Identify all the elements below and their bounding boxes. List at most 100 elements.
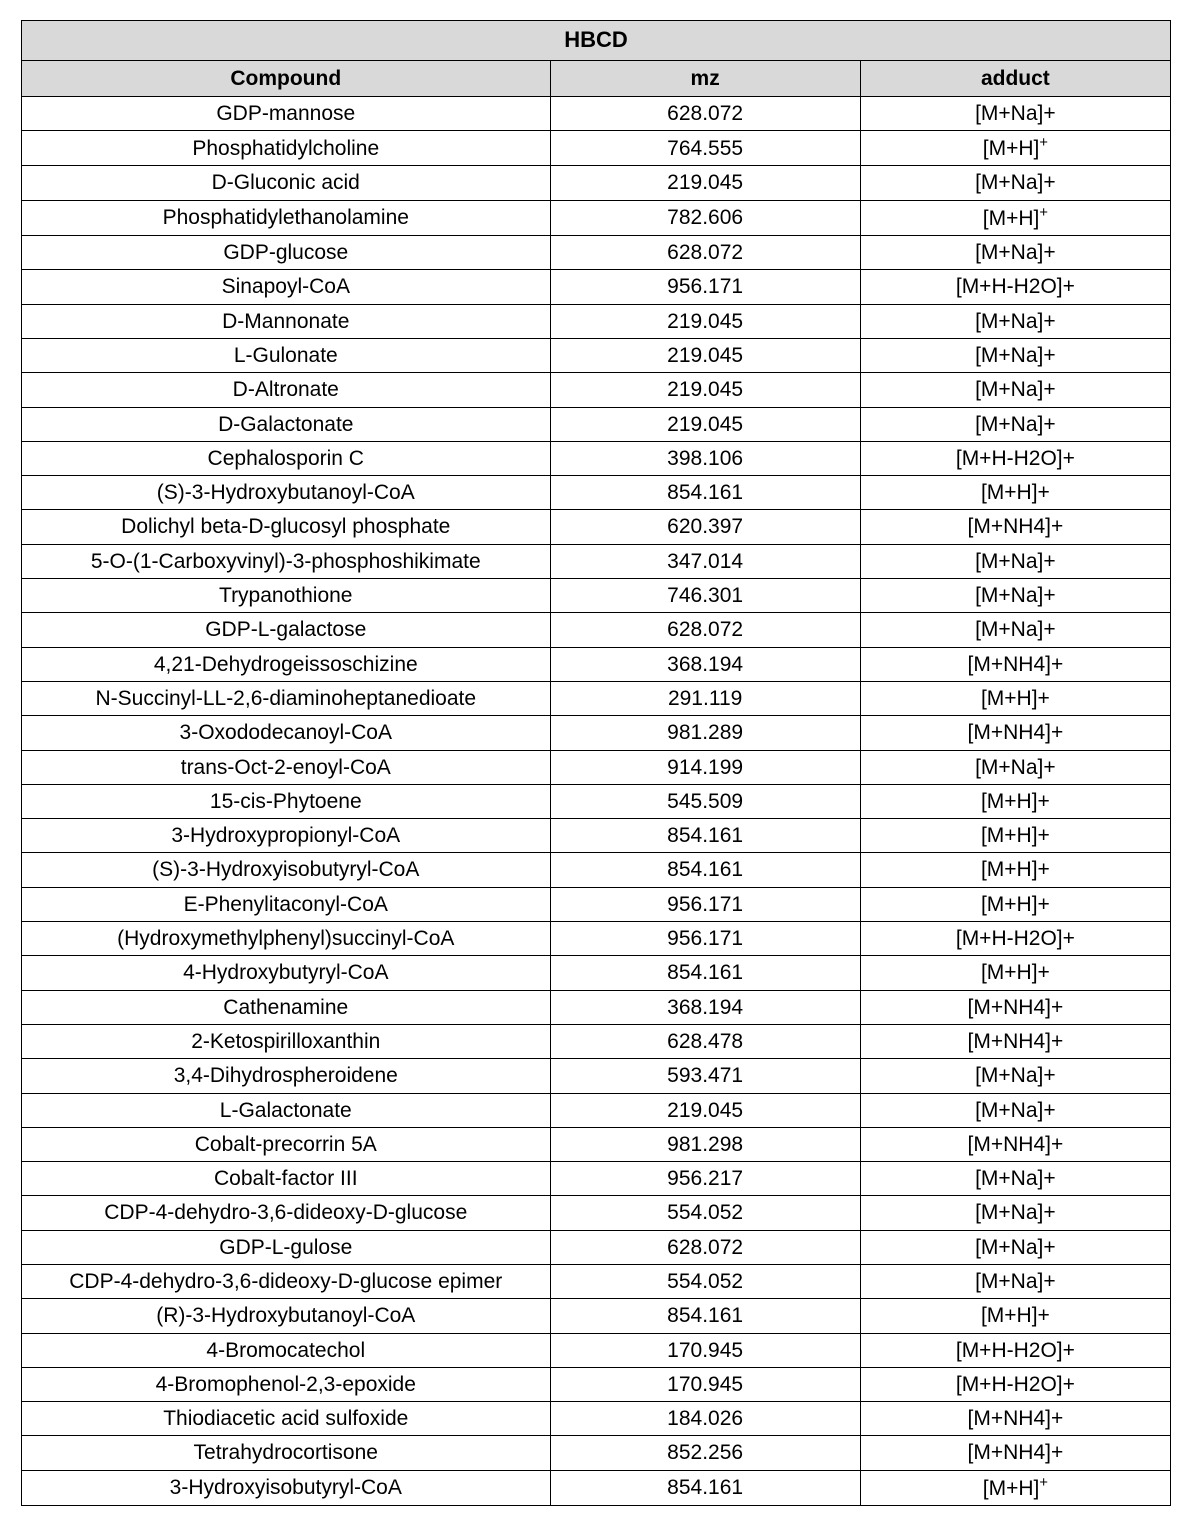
cell-mz: 746.301 <box>550 579 860 613</box>
table-row: Cobalt-factor III956.217[M+Na]+ <box>22 1162 1171 1196</box>
table-row: Sinapoyl-CoA956.171[M+H-H2O]+ <box>22 270 1171 304</box>
cell-mz: 914.199 <box>550 750 860 784</box>
cell-mz: 620.397 <box>550 510 860 544</box>
cell-compound: (S)-3-Hydroxyisobutyryl-CoA <box>22 853 551 887</box>
table-row: 3-Hydroxypropionyl-CoA854.161[M+H]+ <box>22 819 1171 853</box>
cell-compound: CDP-4-dehydro-3,6-dideoxy-D-glucose epim… <box>22 1264 551 1298</box>
table-row: D-Gluconic acid219.045[M+Na]+ <box>22 166 1171 200</box>
cell-adduct: [M+NH4]+ <box>860 990 1170 1024</box>
cell-adduct: [M+H]+ <box>860 1470 1170 1505</box>
cell-compound: D-Mannonate <box>22 304 551 338</box>
cell-mz: 628.072 <box>550 613 860 647</box>
cell-compound: 2-Ketospirilloxanthin <box>22 1024 551 1058</box>
cell-compound: 3-Hydroxypropionyl-CoA <box>22 819 551 853</box>
cell-adduct: [M+Na]+ <box>860 1230 1170 1264</box>
cell-adduct: [M+H-H2O]+ <box>860 1333 1170 1367</box>
cell-mz: 764.555 <box>550 131 860 166</box>
cell-mz: 628.072 <box>550 1230 860 1264</box>
cell-adduct: [M+H]+ <box>860 819 1170 853</box>
cell-compound: D-Galactonate <box>22 407 551 441</box>
cell-compound: Trypanothione <box>22 579 551 613</box>
cell-mz: 628.072 <box>550 236 860 270</box>
cell-mz: 628.478 <box>550 1024 860 1058</box>
cell-compound: Cephalosporin C <box>22 441 551 475</box>
cell-compound: (R)-3-Hydroxybutanoyl-CoA <box>22 1299 551 1333</box>
table-row: Dolichyl beta-D-glucosyl phosphate620.39… <box>22 510 1171 544</box>
table-row: 3-Oxododecanoyl-CoA981.289[M+NH4]+ <box>22 716 1171 750</box>
cell-adduct: [M+NH4]+ <box>860 1024 1170 1058</box>
table-row: 4-Hydroxybutyryl-CoA854.161[M+H]+ <box>22 956 1171 990</box>
cell-compound: D-Altronate <box>22 373 551 407</box>
cell-compound: (S)-3-Hydroxybutanoyl-CoA <box>22 476 551 510</box>
cell-compound: GDP-glucose <box>22 236 551 270</box>
cell-adduct: [M+H-H2O]+ <box>860 1367 1170 1401</box>
table-row: Trypanothione746.301[M+Na]+ <box>22 579 1171 613</box>
cell-adduct: [M+Na]+ <box>860 750 1170 784</box>
table-row: D-Altronate219.045[M+Na]+ <box>22 373 1171 407</box>
cell-mz: 956.171 <box>550 922 860 956</box>
table-row: (S)-3-Hydroxybutanoyl-CoA854.161[M+H]+ <box>22 476 1171 510</box>
cell-compound: 4-Bromophenol-2,3-epoxide <box>22 1367 551 1401</box>
cell-adduct: [M+H]+ <box>860 476 1170 510</box>
cell-compound: Dolichyl beta-D-glucosyl phosphate <box>22 510 551 544</box>
cell-adduct: [M+H]+ <box>860 853 1170 887</box>
col-header-compound: Compound <box>22 60 551 96</box>
cell-mz: 854.161 <box>550 853 860 887</box>
cell-adduct: [M+Na]+ <box>860 304 1170 338</box>
cell-adduct: [M+Na]+ <box>860 338 1170 372</box>
cell-mz: 554.052 <box>550 1196 860 1230</box>
cell-adduct: [M+H-H2O]+ <box>860 441 1170 475</box>
cell-compound: 4-Hydroxybutyryl-CoA <box>22 956 551 990</box>
table-row: E-Phenylitaconyl-CoA956.171[M+H]+ <box>22 887 1171 921</box>
cell-compound: D-Gluconic acid <box>22 166 551 200</box>
table-row: GDP-mannose628.072[M+Na]+ <box>22 96 1171 130</box>
cell-mz: 291.119 <box>550 681 860 715</box>
table-row: trans-Oct-2-enoyl-CoA914.199[M+Na]+ <box>22 750 1171 784</box>
cell-mz: 854.161 <box>550 1470 860 1505</box>
cell-compound: Thiodiacetic acid sulfoxide <box>22 1402 551 1436</box>
cell-adduct: [M+Na]+ <box>860 613 1170 647</box>
table-header-row: Compound mz adduct <box>22 60 1171 96</box>
cell-adduct: [M+H]+ <box>860 681 1170 715</box>
col-header-mz: mz <box>550 60 860 96</box>
cell-mz: 219.045 <box>550 1093 860 1127</box>
cell-adduct: [M+Na]+ <box>860 96 1170 130</box>
cell-compound: 4-Bromocatechol <box>22 1333 551 1367</box>
cell-adduct: [M+Na]+ <box>860 1059 1170 1093</box>
cell-adduct: [M+H]+ <box>860 887 1170 921</box>
cell-mz: 170.945 <box>550 1333 860 1367</box>
cell-compound: 3,4-Dihydrospheroidene <box>22 1059 551 1093</box>
cell-adduct: [M+Na]+ <box>860 1093 1170 1127</box>
table-row: Phosphatidylethanolamine782.606[M+H]+ <box>22 200 1171 235</box>
table-row: Cephalosporin C398.106[M+H-H2O]+ <box>22 441 1171 475</box>
table-body: GDP-mannose628.072[M+Na]+Phosphatidylcho… <box>22 96 1171 1505</box>
table-row: (Hydroxymethylphenyl)succinyl-CoA956.171… <box>22 922 1171 956</box>
cell-compound: GDP-L-galactose <box>22 613 551 647</box>
cell-adduct: [M+H]+ <box>860 1299 1170 1333</box>
cell-mz: 545.509 <box>550 784 860 818</box>
table-row: Phosphatidylcholine764.555[M+H]+ <box>22 131 1171 166</box>
cell-mz: 398.106 <box>550 441 860 475</box>
cell-compound: 3-Oxododecanoyl-CoA <box>22 716 551 750</box>
cell-adduct: [M+Na]+ <box>860 1162 1170 1196</box>
table-row: D-Galactonate219.045[M+Na]+ <box>22 407 1171 441</box>
cell-mz: 219.045 <box>550 373 860 407</box>
cell-compound: Phosphatidylethanolamine <box>22 200 551 235</box>
table-title: HBCD <box>22 21 1171 61</box>
cell-compound: Cobalt-factor III <box>22 1162 551 1196</box>
table-row: Cathenamine368.194[M+NH4]+ <box>22 990 1171 1024</box>
cell-adduct: [M+H]+ <box>860 956 1170 990</box>
table-row: 3,4-Dihydrospheroidene593.471[M+Na]+ <box>22 1059 1171 1093</box>
cell-mz: 956.217 <box>550 1162 860 1196</box>
cell-mz: 854.161 <box>550 1299 860 1333</box>
table-title-row: HBCD <box>22 21 1171 61</box>
cell-mz: 854.161 <box>550 819 860 853</box>
cell-adduct: [M+H-H2O]+ <box>860 922 1170 956</box>
cell-compound: Phosphatidylcholine <box>22 131 551 166</box>
cell-mz: 593.471 <box>550 1059 860 1093</box>
cell-adduct: [M+Na]+ <box>860 373 1170 407</box>
cell-compound: L-Galactonate <box>22 1093 551 1127</box>
cell-mz: 628.072 <box>550 96 860 130</box>
cell-adduct: [M+H]+ <box>860 200 1170 235</box>
hbcd-table: HBCD Compound mz adduct GDP-mannose628.0… <box>21 20 1171 1506</box>
